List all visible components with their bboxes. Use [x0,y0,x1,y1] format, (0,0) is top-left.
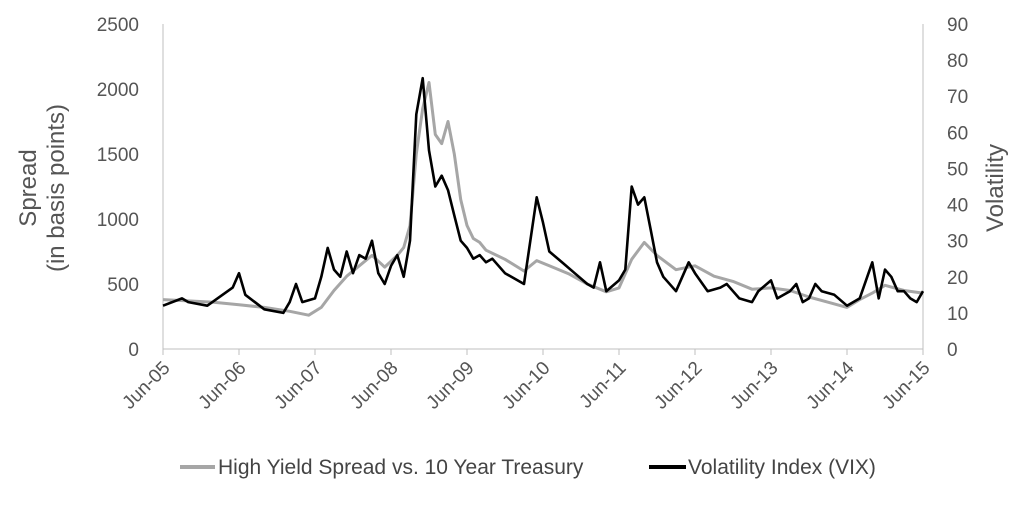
y-left-tick-label: 2500 [97,15,139,36]
legend-label-vix: Volatility Index (VIX) [688,456,876,479]
series-layer [162,76,925,317]
axes [162,24,924,355]
x-tick-label: Jun-06 [195,358,251,414]
x-tick-label: Jun-09 [423,358,479,414]
y-right-tick-label: 30 [947,232,968,253]
y-right-tick-label: 20 [947,268,968,289]
x-tick-label: Jun-10 [499,358,555,414]
x-tick-label: Jun-11 [576,358,631,413]
x-tick-label: Jun-14 [803,357,859,413]
y-left-title-line1: Spread [15,149,42,226]
x-tick-label: Jun-08 [347,358,403,414]
x-tick-label: Jun-13 [727,358,783,414]
x-tick-label: Jun-15 [879,358,935,414]
y-right-tick-label: 50 [947,159,968,180]
y-left-title-line2: (in basis points) [43,104,70,272]
y-left-tick-label: 0 [128,340,139,361]
series-line-high-yield-spread [162,81,924,317]
y-left-tick-label: 1500 [97,145,139,166]
legend: High Yield Spread vs. 10 Year Treasury V… [180,456,876,479]
y-left-tick-label: 2000 [97,80,139,101]
y-right-tick-label: 70 [947,87,968,108]
x-tick-label: Jun-05 [119,358,175,414]
y-right-tick-label: 40 [947,196,968,217]
tick-labels: 0 500 1000 1500 2000 2500 0 10 20 30 40 50 60 70 80 90 J… [97,15,968,414]
y-right-tick-label: 80 [947,51,968,72]
y-left-tick-label: 1000 [97,210,139,231]
x-tick-label: Jun-12 [651,358,707,414]
y-right-tick-label: 90 [947,15,968,36]
series-line-vix [162,76,925,315]
legend-label-spread: High Yield Spread vs. 10 Year Treasury [218,456,584,479]
y-right-tick-label: 10 [947,304,968,325]
x-tick-label: Jun-07 [271,358,327,414]
y-right-tick-label: 0 [947,340,958,361]
y-left-tick-label: 500 [107,275,139,296]
y-right-tick-label: 60 [947,123,968,144]
y-right-title: Volatility [982,144,1009,232]
